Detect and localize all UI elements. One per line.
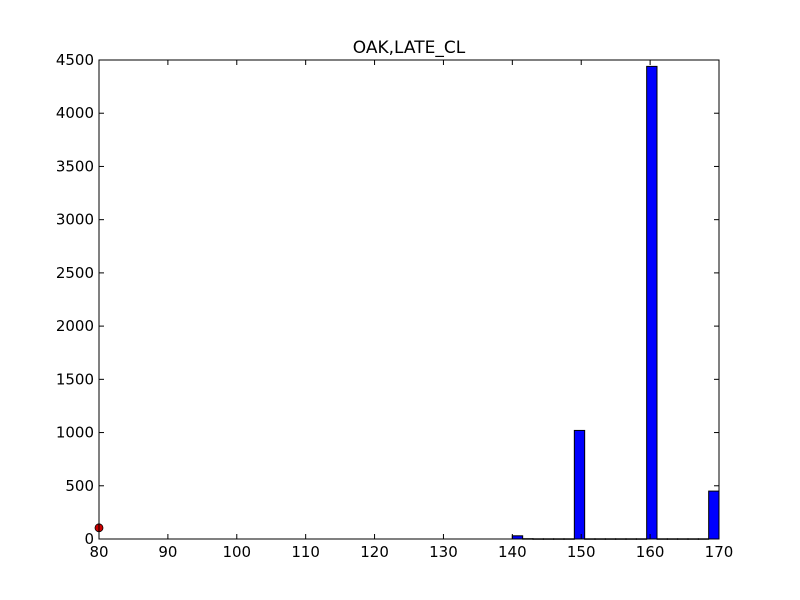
x-tick-label: 150 — [567, 543, 596, 561]
y-tick-label: 4000 — [56, 104, 94, 122]
y-tick-label: 3500 — [56, 157, 94, 175]
y-tick-label: 1500 — [56, 370, 94, 388]
histogram-bar — [573, 429, 586, 540]
x-tick-label: 130 — [429, 543, 458, 561]
histogram-bar — [646, 65, 658, 540]
y-tick-label: 500 — [65, 477, 94, 495]
x-tick-label: 90 — [158, 543, 177, 561]
histogram-bar — [708, 490, 720, 540]
y-tick-label: 0 — [84, 530, 94, 548]
y-tick-label: 1000 — [56, 424, 94, 442]
x-tick-label: 80 — [89, 543, 108, 561]
x-tick-label: 120 — [360, 543, 389, 561]
x-tick-label: 100 — [222, 543, 251, 561]
x-tick-label: 160 — [636, 543, 665, 561]
x-tick-label: 170 — [705, 543, 734, 561]
y-tick-label: 2500 — [56, 264, 94, 282]
y-tick-label: 4500 — [56, 51, 94, 69]
y-tick-label: 3000 — [56, 211, 94, 229]
y-tick-label: 2000 — [56, 317, 94, 335]
axes-group — [98, 59, 720, 540]
x-tick-label: 110 — [291, 543, 320, 561]
x-tick-label: 140 — [498, 543, 527, 561]
axes-frame — [98, 59, 720, 540]
chart-title: OAK,LATE_CL — [353, 38, 466, 58]
ticks-group: 80 90 100 110 120 130 140 150 160 170 0 500 1000 1500… — [56, 51, 734, 561]
